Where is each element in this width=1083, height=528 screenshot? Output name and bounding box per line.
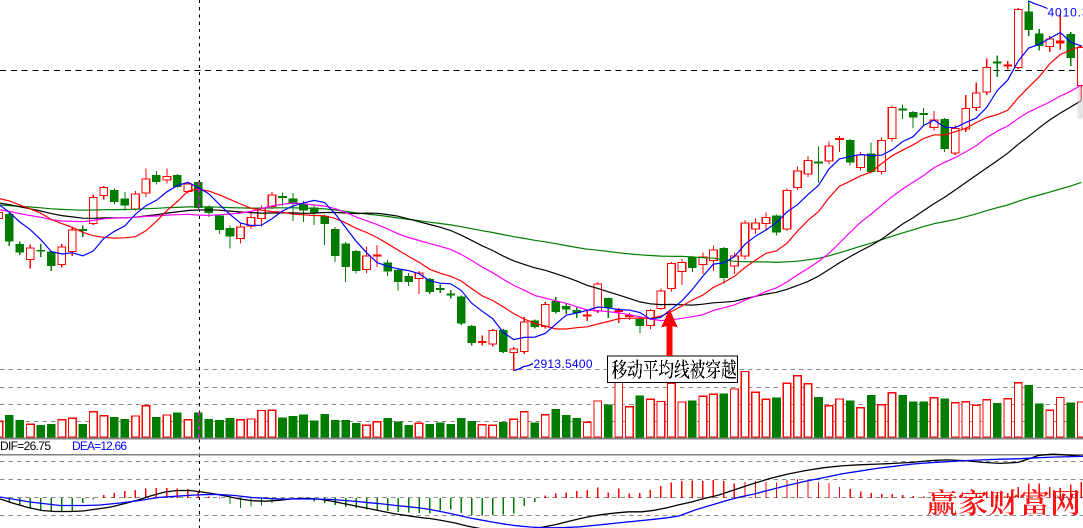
svg-text:4010.3: 4010.3 (1048, 6, 1083, 20)
svg-text:DEA=12.66: DEA=12.66 (72, 439, 127, 453)
svg-text:DIF=26.75: DIF=26.75 (0, 439, 51, 453)
svg-text:2913.5400: 2913.5400 (534, 357, 593, 371)
